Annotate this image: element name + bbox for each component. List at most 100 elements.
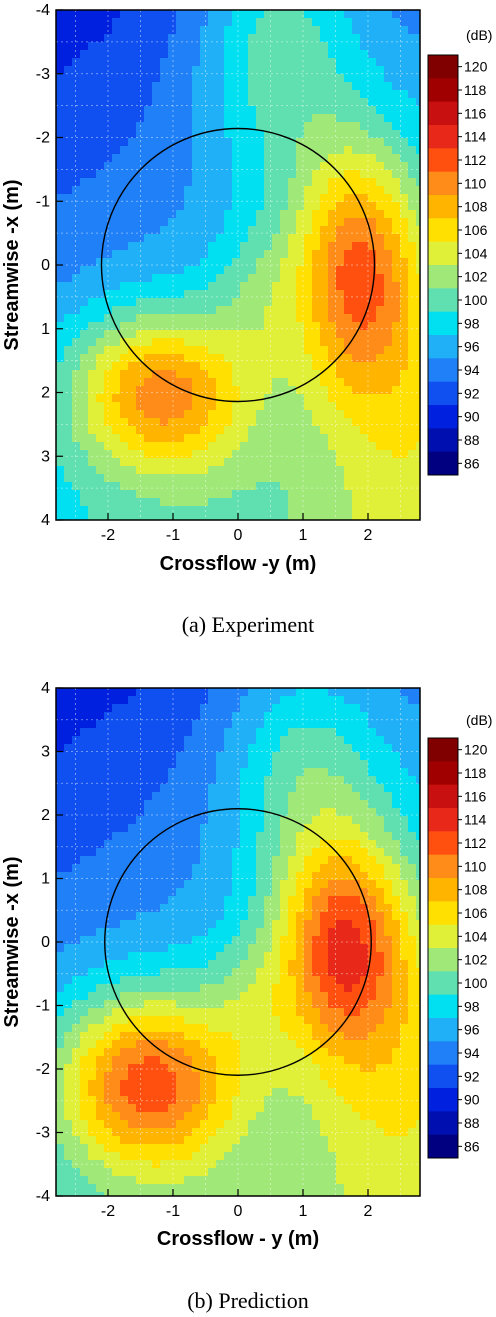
contour-cell: [152, 880, 161, 889]
contour-cell: [80, 410, 89, 419]
contour-cell: [400, 66, 409, 75]
contour-cell: [88, 904, 97, 913]
contour-cell: [144, 1008, 153, 1017]
contour-cell: [216, 394, 225, 403]
contour-cell: [160, 258, 169, 267]
contour-cell: [64, 1184, 73, 1193]
contour-cell: [392, 306, 401, 315]
contour-cell: [416, 106, 420, 115]
contour-cell: [72, 242, 81, 251]
contour-cell: [184, 904, 193, 913]
contour-cell: [264, 888, 273, 897]
contour-cell: [296, 760, 305, 769]
contour-cell: [208, 992, 217, 1001]
contour-cell: [64, 1032, 73, 1041]
contour-cell: [408, 346, 417, 355]
contour-cell: [144, 434, 153, 443]
contour-cell: [288, 936, 297, 945]
contour-cell: [80, 784, 89, 793]
contour-cell: [56, 306, 65, 315]
contour-cell: [360, 410, 369, 419]
contour-cell: [240, 138, 249, 147]
contour-cell: [392, 426, 401, 435]
contour-cell: [216, 458, 225, 467]
contour-cell: [280, 912, 289, 921]
contour-cell: [216, 130, 225, 139]
contour-cell: [288, 74, 297, 83]
contour-cell: [264, 688, 273, 697]
contour-cell: [72, 82, 81, 91]
contour-cell: [96, 712, 105, 721]
contour-cell: [208, 466, 217, 475]
contour-cell: [192, 1136, 201, 1145]
contour-cell: [120, 490, 129, 499]
contour-cell: [112, 490, 121, 499]
contour-cell: [96, 482, 105, 491]
contour-cell: [64, 696, 73, 705]
contour-cell: [168, 314, 177, 323]
contour-cell: [72, 402, 81, 411]
contour-field: [56, 688, 420, 1196]
contour-cell: [80, 936, 89, 945]
contour-cell: [344, 474, 353, 483]
contour-cell: [184, 58, 193, 67]
contour-cell: [232, 162, 241, 171]
contour-cell: [216, 506, 225, 515]
contour-cell: [280, 138, 289, 147]
contour-cell: [392, 338, 401, 347]
contour-cell: [360, 338, 369, 347]
contour-cell: [224, 338, 233, 347]
contour-cell: [96, 258, 105, 267]
contour-cell: [176, 26, 185, 35]
contour-cell: [184, 928, 193, 937]
contour-cell: [104, 1016, 113, 1025]
contour-cell: [104, 18, 113, 27]
contour-cell: [264, 258, 273, 267]
contour-cell: [176, 282, 185, 291]
contour-cell: [200, 274, 209, 283]
contour-cell: [136, 330, 145, 339]
contour-cell: [184, 50, 193, 59]
contour-cell: [312, 34, 321, 43]
contour-cell: [96, 130, 105, 139]
contour-cell: [312, 410, 321, 419]
contour-cell: [192, 696, 201, 705]
contour-cell: [416, 42, 420, 51]
contour-cell: [256, 490, 265, 499]
contour-cell: [232, 904, 241, 913]
contour-cell: [208, 984, 217, 993]
contour-cell: [416, 458, 420, 467]
contour-cell: [296, 688, 305, 697]
contour-cell: [264, 896, 273, 905]
contour-cell: [272, 362, 281, 371]
contour-cell: [216, 1016, 225, 1025]
colorbar-swatch: [428, 335, 458, 359]
contour-cell: [64, 186, 73, 195]
contour-cell: [200, 506, 209, 515]
contour-cell: [272, 154, 281, 163]
contour-cell: [72, 1024, 81, 1033]
contour-cell: [144, 712, 153, 721]
contour-cell: [376, 106, 385, 115]
contour-cell: [304, 34, 313, 43]
contour-cell: [120, 856, 129, 865]
contour-cell: [416, 322, 420, 331]
contour-cell: [160, 322, 169, 331]
contour-cell: [96, 832, 105, 841]
contour-cell: [208, 1168, 217, 1177]
contour-cell: [96, 114, 105, 123]
contour-cell: [376, 458, 385, 467]
contour-cell: [352, 346, 361, 355]
contour-cell: [376, 474, 385, 483]
contour-cell: [128, 800, 137, 809]
contour-cell: [288, 760, 297, 769]
contour-cell: [288, 776, 297, 785]
contour-cell: [152, 848, 161, 857]
contour-cell: [120, 154, 129, 163]
contour-cell: [168, 74, 177, 83]
contour-cell: [224, 976, 233, 985]
contour-cell: [288, 394, 297, 403]
contour-cell: [208, 896, 217, 905]
contour-cell: [320, 474, 329, 483]
contour-cell: [120, 258, 129, 267]
